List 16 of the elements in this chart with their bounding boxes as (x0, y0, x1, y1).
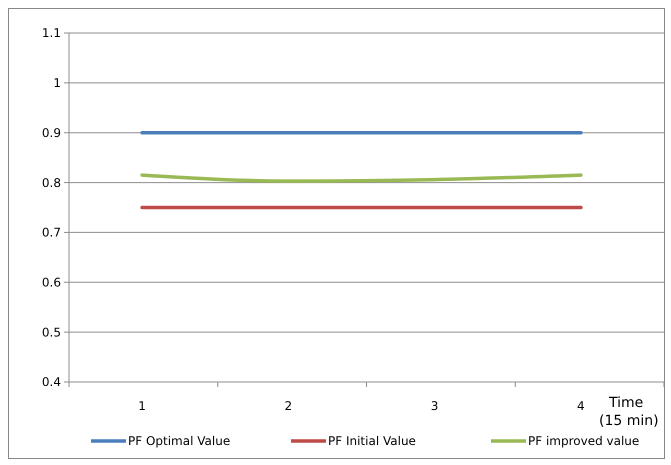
y-tick-label: 0.5 (42, 325, 61, 340)
y-tick-label: 1 (53, 76, 61, 90)
y-tick-label: 1.1 (42, 26, 61, 40)
legend-label: PF Initial Value (328, 434, 416, 448)
y-tick-label: 0.9 (42, 126, 61, 140)
y-tick-label: 0.8 (42, 176, 61, 190)
x-tick-label: 2 (284, 399, 292, 413)
x-tick-label: 1 (138, 399, 146, 413)
legend-label: PF improved value (528, 434, 640, 448)
y-tick-label: 0.7 (42, 226, 61, 240)
y-tick-label: 0.4 (42, 375, 61, 390)
y-tick-label: 0.6 (42, 275, 61, 290)
x-tick-label: 4 (577, 399, 585, 413)
legend-label: PF Optimal Value (128, 434, 230, 448)
x-tick-label: 3 (430, 399, 438, 413)
x-axis-title: Time (15 min) (599, 395, 659, 430)
